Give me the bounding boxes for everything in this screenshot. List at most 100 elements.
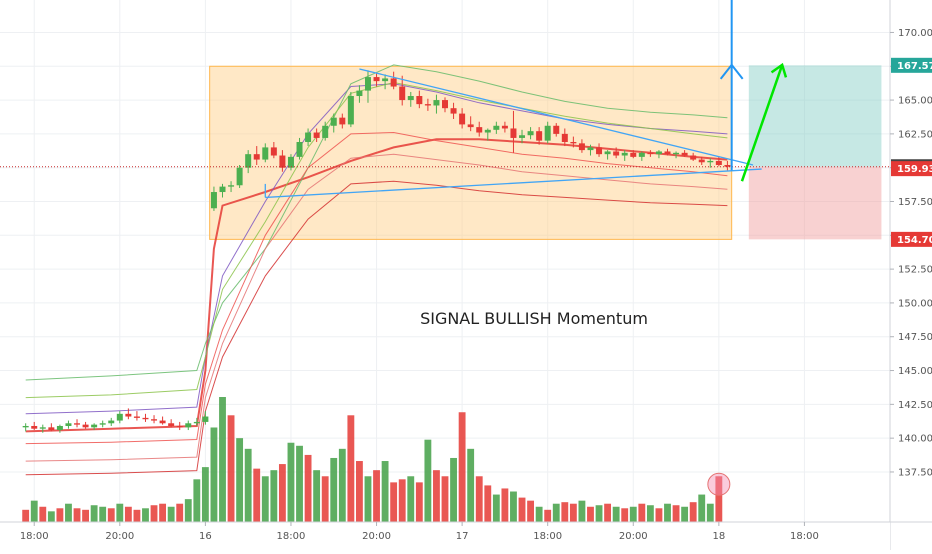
candle-body	[99, 423, 106, 425]
volume-bar	[424, 439, 432, 522]
volume-bar	[706, 503, 714, 522]
time-tick-label: 18:00	[20, 531, 49, 542]
candles	[22, 70, 731, 433]
candle-body	[484, 129, 491, 133]
volume-bar	[544, 509, 552, 522]
band-mid	[25, 138, 728, 433]
price-axis[interactable]: 170.00167.50165.00162.50160.00157.50155.…	[889, 0, 932, 550]
volume-bar	[304, 454, 312, 522]
candle-body	[22, 425, 29, 428]
price-tick-label: 165.00	[898, 96, 932, 107]
candle-body	[236, 167, 243, 186]
volume-bar	[210, 427, 218, 522]
volume-bar	[569, 503, 577, 522]
volume-bar	[638, 503, 646, 522]
volume-bar	[107, 508, 115, 522]
candle-body	[339, 117, 346, 125]
candle-body	[519, 135, 526, 138]
price-tick-label: 147.50	[898, 332, 932, 343]
target-zone	[748, 65, 882, 167]
volume-bar	[270, 470, 278, 522]
volume-bar	[681, 506, 689, 522]
time-tick-label: 17	[456, 531, 469, 542]
volume-bar	[715, 476, 723, 522]
candle-body	[219, 186, 226, 193]
volume-bar	[433, 470, 440, 522]
price-tick-label: 150.00	[898, 298, 932, 309]
drawings	[0, 0, 890, 199]
volume-bar	[458, 412, 466, 522]
candle-body	[707, 160, 714, 163]
candle-body	[587, 147, 594, 151]
price-tick-label: 162.50	[898, 129, 932, 140]
volume-bar	[22, 509, 30, 522]
candle-body	[467, 124, 474, 128]
candle-body	[604, 151, 611, 155]
volume-bar	[390, 482, 398, 522]
candle-body	[442, 100, 448, 109]
candle-body	[176, 425, 183, 428]
candle-body	[65, 423, 72, 426]
signal-annotation: SIGNAL BULLISH Momentum	[420, 309, 648, 328]
candle-body	[570, 141, 577, 144]
volume-bar	[535, 506, 543, 522]
volume-bar	[159, 503, 167, 522]
candle-body	[108, 420, 115, 424]
volume-bar	[587, 506, 594, 522]
volume-bar	[356, 461, 363, 522]
trendline-0[interactable]	[359, 68, 754, 166]
price-tag-label: 154.70	[897, 235, 932, 246]
volume-bar	[124, 506, 132, 522]
volume-bar	[373, 470, 380, 522]
candle-body	[39, 427, 46, 429]
volume-bar	[296, 445, 303, 522]
volume-bar	[330, 457, 338, 522]
price-tag-bg	[891, 231, 932, 247]
volume-bar	[193, 479, 201, 522]
volume-bar	[176, 503, 184, 522]
candle-body	[510, 128, 517, 138]
volume-bar	[201, 467, 209, 522]
volume-bar	[698, 494, 706, 522]
candle-body	[279, 155, 286, 168]
trendline-1[interactable]	[265, 168, 762, 199]
price-tick-label: 142.50	[898, 400, 932, 411]
volume-bar	[398, 479, 406, 522]
candle-body	[82, 424, 89, 428]
candle-body	[476, 127, 483, 133]
volume-bar	[347, 415, 355, 522]
candle-body	[638, 152, 645, 157]
green-arrow-head[interactable]	[770, 62, 788, 78]
volume-bar	[47, 511, 55, 522]
candle-body	[407, 96, 414, 101]
green-arrow-shaft[interactable]	[740, 64, 784, 182]
volume-bar	[552, 503, 560, 522]
volume-bar	[82, 509, 89, 522]
volume-bar	[90, 505, 98, 522]
candle-body	[142, 417, 149, 420]
blue-vertical-arrow-head[interactable]	[719, 63, 744, 80]
candle-body	[433, 100, 440, 106]
volume-bar	[364, 476, 372, 522]
volume-bar	[510, 491, 517, 522]
candle-body	[151, 419, 158, 421]
candle-body	[630, 152, 637, 157]
candle-body	[382, 78, 389, 82]
band-lower1	[25, 131, 728, 445]
candle-body	[459, 113, 466, 125]
candle-body	[493, 125, 500, 130]
time-tick-label: 18:00	[790, 531, 819, 542]
price-tick-label: 140.00	[898, 434, 932, 445]
volume-bar	[313, 470, 321, 522]
volume-bar	[244, 448, 252, 522]
volume-bar	[527, 500, 534, 522]
time-axis[interactable]: 18:00 20:00 16 18:00 20:00 17 18:00 20:00 18 18:0…	[0, 521, 932, 550]
candle-body	[133, 416, 140, 418]
volume-bar	[287, 442, 295, 522]
price-axis-background	[890, 0, 932, 550]
volume-bar	[441, 476, 449, 522]
candle-body	[373, 77, 380, 82]
time-tick-label: 20:00	[105, 531, 134, 542]
